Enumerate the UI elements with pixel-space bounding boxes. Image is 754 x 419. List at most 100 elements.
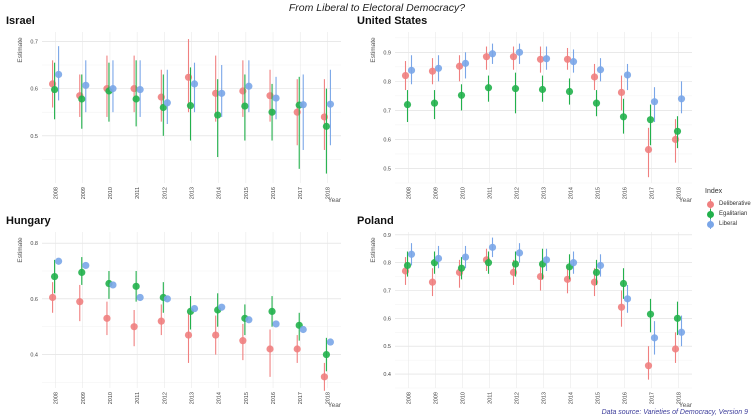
chart-panel-hungary: Hungary 0.4 0.6 0.8 Estimate 2008 2009 2010 2011… [6, 215, 342, 409]
y-tick-label: 0.8 [30, 241, 38, 247]
series-egalitarian [50, 257, 331, 372]
data-point [54, 257, 63, 265]
y-tick-label: 0.4 [30, 353, 38, 359]
x-tick-label: 2014 [569, 187, 575, 199]
data-point [536, 55, 545, 63]
y-tick-label: 0.8 [383, 261, 391, 267]
data-point [326, 338, 335, 346]
legend-label: Deliberative [719, 201, 751, 207]
series-liberal [407, 237, 686, 355]
data-point [218, 89, 226, 97]
data-point [617, 303, 626, 311]
data-point [430, 99, 439, 107]
x-tick-label: 2009 [81, 187, 87, 199]
data-point [157, 317, 165, 325]
x-tick-label: 2009 [434, 392, 440, 404]
legend-label: Egalitarian [719, 211, 748, 217]
data-point [130, 323, 138, 331]
data-point [76, 298, 84, 306]
data-point [186, 102, 195, 110]
data-point [272, 320, 280, 328]
legend-item-liberal: Liberal [705, 219, 751, 229]
data-point [54, 70, 63, 79]
data-point [457, 91, 466, 99]
data-point [299, 101, 307, 109]
x-tick-label: 2013 [190, 187, 196, 199]
data-point [569, 259, 578, 267]
x-tick-label: 2015 [596, 187, 602, 199]
x-axis-label: Year [328, 197, 342, 204]
panel-title: Poland [357, 215, 394, 227]
data-point [434, 254, 443, 263]
data-point [268, 307, 276, 315]
x-tick-label: 2014 [217, 392, 223, 404]
data-point [461, 253, 470, 261]
data-point [403, 261, 412, 270]
data-point [646, 310, 655, 318]
data-point [596, 66, 605, 74]
data-point [266, 345, 274, 353]
y-tick-label: 0.9 [383, 50, 391, 56]
x-tick-label: 2010 [108, 187, 114, 199]
data-point [136, 293, 144, 302]
data-point [82, 81, 90, 89]
x-tick-label: 2012 [162, 392, 168, 404]
data-point [646, 116, 655, 124]
legend-swatch [705, 209, 715, 219]
data-point [407, 66, 416, 74]
panel-title: United States [357, 15, 427, 27]
data-point [78, 268, 86, 276]
data-point [322, 350, 331, 359]
data-point [190, 80, 199, 88]
data-point [132, 95, 140, 103]
data-point [159, 103, 167, 112]
data-point [644, 362, 653, 370]
data-point [677, 328, 686, 336]
data-point [299, 325, 307, 334]
x-tick-label: 2017 [650, 392, 656, 404]
series-egalitarian [50, 60, 331, 174]
data-point [569, 58, 578, 66]
data-point [401, 71, 410, 80]
data-point [272, 94, 280, 102]
data-point [511, 260, 520, 268]
data-point [565, 87, 574, 96]
x-tick-label: 2010 [461, 187, 467, 199]
data-point [592, 99, 601, 107]
y-tick-label: 0.7 [30, 39, 38, 45]
data-point [671, 345, 680, 353]
series-deliberative [401, 46, 680, 178]
data-point [212, 331, 220, 339]
data-point [320, 373, 329, 381]
x-tick-label: 2014 [569, 392, 575, 404]
y-axis-label: Estimate [17, 37, 24, 63]
data-point [239, 337, 247, 345]
data-point [515, 249, 524, 257]
data-point [163, 295, 171, 303]
data-point [241, 102, 249, 110]
data-point [596, 261, 605, 270]
data-point [484, 259, 493, 267]
data-point [293, 345, 301, 353]
y-tick-label: 0.6 [30, 297, 38, 303]
x-tick-label: 2008 [54, 187, 60, 199]
data-point [403, 100, 412, 109]
x-tick-label: 2010 [108, 392, 114, 404]
data-point [457, 264, 466, 272]
x-tick-label: 2018 [677, 187, 683, 199]
y-tick-label: 0.4 [383, 372, 391, 378]
data-point [623, 71, 632, 79]
x-tick-label: 2016 [623, 392, 629, 404]
data-point [407, 250, 416, 258]
data-point [488, 50, 497, 58]
data-point [268, 108, 276, 116]
x-tick-label: 2009 [434, 187, 440, 199]
x-tick-label: 2016 [271, 392, 277, 404]
x-tick-label: 2008 [407, 392, 413, 404]
legend: Index Deliberative Egalitarian Liberal [705, 188, 751, 229]
data-point [322, 122, 331, 130]
x-axis-label: Year [679, 197, 693, 204]
data-point [542, 55, 551, 63]
x-tick-label: 2011 [135, 187, 141, 199]
x-tick-label: 2012 [515, 392, 521, 404]
